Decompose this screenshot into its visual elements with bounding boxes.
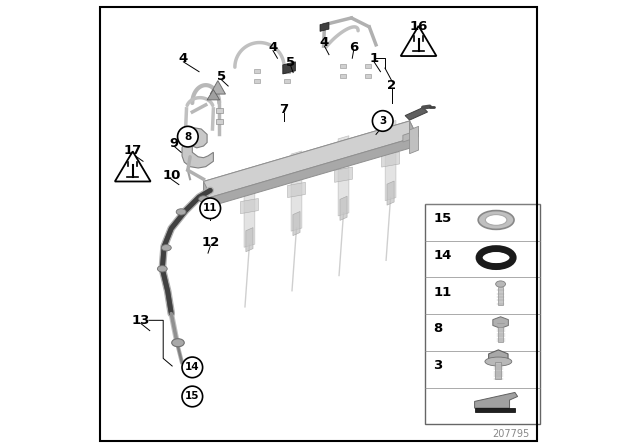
Polygon shape: [179, 128, 213, 168]
Polygon shape: [335, 167, 353, 182]
Bar: [284, 79, 291, 83]
Ellipse shape: [485, 357, 512, 366]
Text: 5: 5: [286, 56, 296, 69]
Text: 9: 9: [170, 137, 179, 150]
Bar: [495, 362, 502, 379]
Text: 7: 7: [280, 103, 289, 116]
Text: 4: 4: [268, 40, 278, 54]
Text: 15: 15: [185, 392, 200, 401]
Polygon shape: [283, 62, 296, 74]
Text: 13: 13: [132, 314, 150, 327]
Polygon shape: [475, 408, 515, 412]
Text: 14: 14: [185, 362, 200, 372]
Text: 207795: 207795: [492, 429, 529, 439]
FancyBboxPatch shape: [425, 204, 540, 424]
Text: 5: 5: [217, 69, 226, 83]
Text: 6: 6: [349, 40, 358, 54]
Circle shape: [177, 126, 198, 147]
Text: 3: 3: [433, 359, 443, 372]
Bar: [254, 79, 260, 83]
Text: 15: 15: [433, 212, 452, 225]
Ellipse shape: [495, 281, 506, 287]
Polygon shape: [405, 108, 428, 120]
Polygon shape: [387, 181, 394, 205]
Polygon shape: [340, 196, 347, 220]
Text: 1: 1: [369, 52, 378, 65]
Polygon shape: [410, 121, 414, 147]
Bar: [498, 287, 503, 305]
Text: 14: 14: [433, 249, 452, 262]
Polygon shape: [410, 126, 419, 154]
Polygon shape: [246, 228, 253, 252]
Bar: [216, 108, 223, 113]
Polygon shape: [293, 211, 300, 236]
Ellipse shape: [198, 196, 209, 202]
Circle shape: [182, 386, 203, 407]
Ellipse shape: [485, 252, 508, 263]
Text: 10: 10: [162, 169, 180, 182]
Circle shape: [200, 198, 221, 219]
Polygon shape: [289, 164, 305, 177]
Polygon shape: [401, 26, 436, 56]
Polygon shape: [320, 22, 329, 31]
Polygon shape: [385, 121, 396, 201]
Ellipse shape: [161, 245, 172, 251]
Text: 4: 4: [320, 36, 329, 49]
Text: 8: 8: [184, 132, 191, 142]
Ellipse shape: [157, 266, 167, 272]
Polygon shape: [204, 121, 414, 190]
Polygon shape: [475, 392, 518, 408]
Text: 12: 12: [201, 236, 220, 250]
Polygon shape: [403, 130, 419, 142]
Polygon shape: [204, 121, 410, 199]
Ellipse shape: [485, 215, 507, 225]
Polygon shape: [207, 90, 220, 100]
Text: 2: 2: [387, 78, 396, 92]
Polygon shape: [489, 350, 508, 366]
Polygon shape: [241, 198, 259, 214]
Polygon shape: [381, 152, 399, 167]
Polygon shape: [493, 317, 508, 328]
Polygon shape: [291, 151, 302, 231]
Polygon shape: [335, 149, 351, 162]
Text: 11: 11: [203, 203, 218, 213]
Text: 8: 8: [433, 322, 443, 336]
Ellipse shape: [176, 209, 186, 215]
Ellipse shape: [172, 339, 184, 347]
Polygon shape: [241, 181, 257, 194]
Bar: [340, 64, 346, 68]
Polygon shape: [204, 139, 414, 207]
Bar: [365, 74, 371, 78]
Bar: [254, 69, 260, 73]
Bar: [498, 327, 503, 342]
Circle shape: [372, 111, 393, 131]
Text: 17: 17: [124, 143, 142, 157]
Polygon shape: [338, 136, 349, 216]
Polygon shape: [115, 151, 150, 181]
Bar: [216, 119, 223, 124]
Text: 16: 16: [410, 20, 428, 34]
Polygon shape: [383, 134, 399, 147]
Text: 3: 3: [379, 116, 387, 126]
Bar: [340, 74, 346, 78]
Ellipse shape: [478, 211, 514, 229]
Bar: [365, 64, 371, 68]
Text: 11: 11: [433, 285, 452, 299]
Bar: [284, 69, 291, 73]
Text: 4: 4: [179, 52, 188, 65]
Polygon shape: [244, 167, 255, 247]
Polygon shape: [287, 182, 305, 198]
Polygon shape: [204, 181, 208, 207]
Circle shape: [182, 357, 203, 378]
Polygon shape: [210, 81, 225, 94]
